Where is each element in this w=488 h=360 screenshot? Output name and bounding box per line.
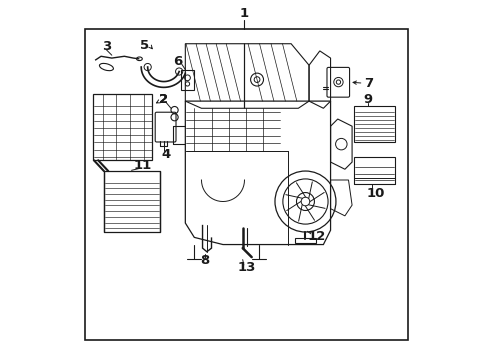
Text: 4: 4 xyxy=(161,148,170,161)
Bar xyxy=(353,107,394,142)
Text: 11: 11 xyxy=(133,159,151,172)
Text: 7: 7 xyxy=(363,77,372,90)
Bar xyxy=(93,94,152,160)
Text: 6: 6 xyxy=(173,55,183,68)
Bar xyxy=(353,157,394,184)
Bar xyxy=(85,30,407,339)
Text: 9: 9 xyxy=(363,93,372,106)
Text: 13: 13 xyxy=(237,261,255,274)
Bar xyxy=(180,70,194,90)
Text: 5: 5 xyxy=(139,39,148,52)
Circle shape xyxy=(301,197,309,206)
Text: 10: 10 xyxy=(366,187,384,200)
Text: 2: 2 xyxy=(159,93,168,106)
Text: 8: 8 xyxy=(200,254,209,267)
Text: 12: 12 xyxy=(306,230,325,243)
Text: 3: 3 xyxy=(102,40,111,53)
Text: 2: 2 xyxy=(159,93,168,106)
Bar xyxy=(353,178,394,184)
Bar xyxy=(104,171,159,232)
Text: 1: 1 xyxy=(240,7,248,20)
Circle shape xyxy=(175,68,183,75)
Bar xyxy=(294,238,316,243)
Circle shape xyxy=(144,63,151,71)
